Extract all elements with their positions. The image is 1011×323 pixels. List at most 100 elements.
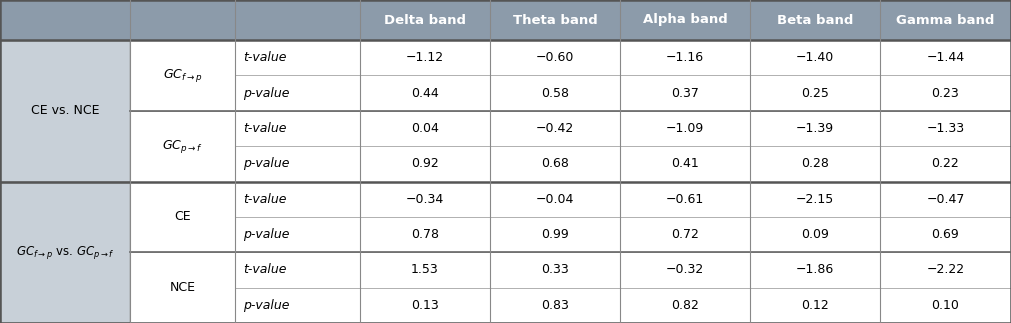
Bar	[880, 0, 1011, 40]
Text: p-value: p-value	[243, 157, 289, 170]
Text: Theta band: Theta band	[513, 14, 598, 26]
Bar	[360, 287, 490, 323]
Bar	[620, 40, 750, 75]
Bar	[490, 287, 620, 323]
Text: 0.13: 0.13	[411, 299, 439, 312]
Bar	[360, 146, 490, 182]
Text: −0.47: −0.47	[926, 193, 964, 206]
Bar	[490, 0, 620, 40]
Text: 0.33: 0.33	[541, 264, 569, 276]
Bar	[360, 40, 490, 75]
Bar	[360, 0, 490, 40]
Bar	[750, 182, 880, 217]
Bar	[235, 111, 360, 146]
Text: Beta band: Beta band	[776, 14, 853, 26]
Bar	[620, 146, 750, 182]
Text: CE: CE	[174, 210, 191, 224]
Bar	[880, 146, 1011, 182]
Text: t-value: t-value	[243, 193, 286, 206]
Bar	[750, 75, 880, 111]
Text: −2.15: −2.15	[796, 193, 834, 206]
Text: 0.92: 0.92	[411, 157, 439, 170]
Bar	[750, 287, 880, 323]
Text: $GC_{f\rightarrow p}$: $GC_{f\rightarrow p}$	[163, 67, 202, 84]
Text: 0.58: 0.58	[541, 87, 569, 99]
Bar	[750, 0, 880, 40]
Text: 0.28: 0.28	[801, 157, 829, 170]
Text: Alpha band: Alpha band	[643, 14, 727, 26]
Bar	[235, 182, 360, 217]
Text: Gamma band: Gamma band	[897, 14, 995, 26]
Bar	[235, 217, 360, 252]
Bar	[880, 40, 1011, 75]
Text: 0.68: 0.68	[541, 157, 569, 170]
Text: −1.86: −1.86	[796, 264, 834, 276]
Text: −1.40: −1.40	[796, 51, 834, 64]
Bar	[880, 111, 1011, 146]
Text: 1.53: 1.53	[411, 264, 439, 276]
Bar	[130, 0, 235, 40]
Bar	[750, 217, 880, 252]
Text: Delta band: Delta band	[384, 14, 466, 26]
Bar	[235, 75, 360, 111]
Bar	[490, 252, 620, 287]
Text: $GC_{p\rightarrow f}$: $GC_{p\rightarrow f}$	[162, 138, 203, 155]
Bar	[0, 182, 130, 323]
Text: p-value: p-value	[243, 299, 289, 312]
Text: 0.25: 0.25	[801, 87, 829, 99]
Text: −0.34: −0.34	[405, 193, 444, 206]
Bar	[490, 182, 620, 217]
Text: t-value: t-value	[243, 264, 286, 276]
Bar	[880, 75, 1011, 111]
Text: 0.82: 0.82	[671, 299, 699, 312]
Text: −0.61: −0.61	[666, 193, 704, 206]
Bar	[235, 0, 360, 40]
Text: $GC_{f\rightarrow p}$ vs. $GC_{p\rightarrow f}$: $GC_{f\rightarrow p}$ vs. $GC_{p\rightar…	[15, 244, 114, 261]
Text: 0.78: 0.78	[411, 228, 439, 241]
Bar	[490, 217, 620, 252]
Text: 0.23: 0.23	[931, 87, 959, 99]
Bar	[235, 252, 360, 287]
Bar	[130, 111, 235, 182]
Bar	[620, 252, 750, 287]
Bar	[620, 75, 750, 111]
Text: 0.09: 0.09	[801, 228, 829, 241]
Text: 0.72: 0.72	[671, 228, 699, 241]
Text: −0.04: −0.04	[536, 193, 574, 206]
Bar	[130, 182, 235, 252]
Bar	[880, 252, 1011, 287]
Bar	[750, 111, 880, 146]
Text: 0.04: 0.04	[411, 122, 439, 135]
Text: −2.22: −2.22	[926, 264, 964, 276]
Text: −1.09: −1.09	[666, 122, 704, 135]
Bar	[620, 182, 750, 217]
Text: p-value: p-value	[243, 228, 289, 241]
Text: NCE: NCE	[170, 281, 195, 294]
Text: 0.41: 0.41	[671, 157, 699, 170]
Text: CE vs. NCE: CE vs. NCE	[30, 104, 99, 117]
Bar	[620, 111, 750, 146]
Text: −1.44: −1.44	[926, 51, 964, 64]
Bar	[360, 252, 490, 287]
Text: p-value: p-value	[243, 87, 289, 99]
Text: −0.60: −0.60	[536, 51, 574, 64]
Text: −1.12: −1.12	[406, 51, 444, 64]
Bar	[490, 146, 620, 182]
Text: 0.44: 0.44	[411, 87, 439, 99]
Text: 0.12: 0.12	[801, 299, 829, 312]
Text: −1.16: −1.16	[666, 51, 704, 64]
Text: −1.33: −1.33	[926, 122, 964, 135]
Bar	[0, 0, 130, 40]
Bar	[0, 40, 130, 182]
Text: 0.37: 0.37	[671, 87, 699, 99]
Text: t-value: t-value	[243, 51, 286, 64]
Bar	[620, 217, 750, 252]
Text: 0.22: 0.22	[931, 157, 959, 170]
Text: 0.69: 0.69	[931, 228, 959, 241]
Bar	[490, 40, 620, 75]
Text: 0.83: 0.83	[541, 299, 569, 312]
Bar	[880, 182, 1011, 217]
Bar	[360, 217, 490, 252]
Bar	[750, 40, 880, 75]
Bar	[235, 146, 360, 182]
